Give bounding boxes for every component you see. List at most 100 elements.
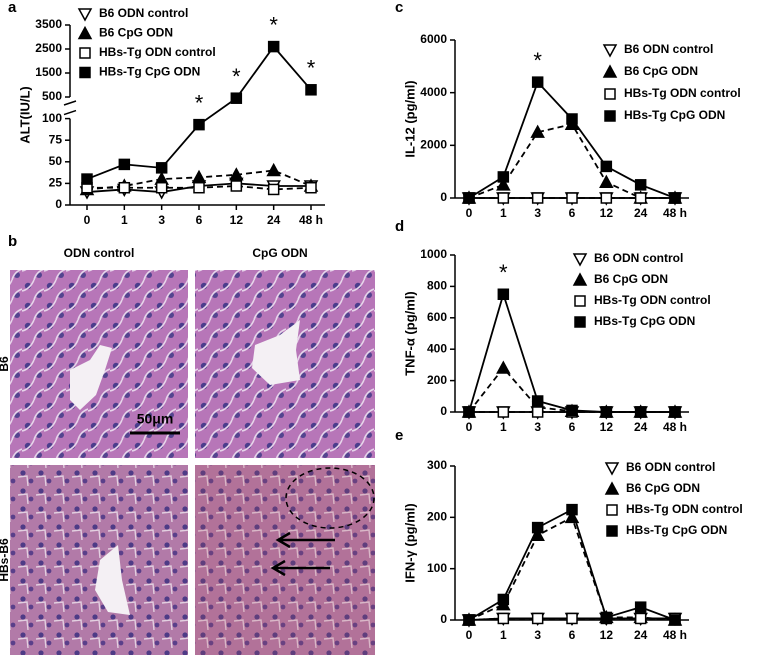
x-tick-label: 12	[600, 628, 614, 642]
legend-marker	[604, 110, 616, 122]
y-tick-label: 75	[49, 132, 63, 146]
legend-label: B6 CpG ODN	[626, 481, 700, 495]
legend-marker	[604, 462, 620, 476]
data-point	[267, 183, 280, 196]
legend-label: B6 ODN control	[99, 6, 188, 20]
data-point	[463, 614, 475, 626]
y-tick-label: 25	[49, 176, 63, 190]
infiltrate-circle	[285, 467, 375, 529]
panel-label: b	[8, 233, 17, 250]
data-point	[497, 171, 510, 183]
y-axis-label: IFN-γ (pg/ml)	[402, 503, 417, 582]
x-tick-label: 6	[196, 213, 203, 227]
data-point	[530, 527, 545, 542]
arrow	[275, 531, 335, 549]
x-tick-label: 24	[634, 420, 648, 434]
legend-label: B6 ODN control	[594, 251, 683, 265]
legend-marker	[606, 525, 618, 537]
panel-label: c	[395, 0, 403, 16]
data-point	[669, 406, 681, 418]
legend-label: HBs-Tg ODN control	[594, 293, 711, 307]
x-tick-label: 6	[569, 420, 576, 434]
legend-label: B6 CpG ODN	[594, 272, 668, 286]
data-point	[566, 192, 578, 204]
vessel	[70, 345, 112, 410]
y-axis-label: ALT(IU/L)	[17, 86, 32, 144]
data-point	[118, 158, 131, 171]
data-point	[191, 169, 207, 184]
data-point	[566, 404, 578, 417]
data-point	[81, 173, 93, 185]
data-point	[267, 40, 280, 53]
y-tick-label: 6000	[420, 32, 447, 46]
legend-marker	[77, 25, 93, 40]
y-tick-label: 200	[427, 510, 447, 524]
data-point	[599, 174, 614, 188]
x-tick-label: 0	[466, 206, 473, 220]
axis-break	[63, 100, 77, 116]
legend-label: HBs-Tg CpG ODN	[624, 108, 725, 122]
panel-label: e	[395, 427, 403, 444]
column-label: CpG ODN	[252, 246, 307, 260]
significance-mark: *	[195, 90, 204, 115]
y-tick-label: 50	[49, 154, 63, 168]
data-point	[531, 76, 544, 88]
histology: 50μm b ODN control CpG ODN B6 HBs-B6	[0, 233, 375, 655]
legend-marker	[574, 316, 586, 328]
y-tick-label: 100	[42, 111, 62, 125]
data-point	[531, 406, 544, 418]
x-tick-label: 3	[534, 206, 541, 220]
y-tick-label: 200	[427, 373, 447, 387]
y-axis-label: IL-12 (pg/ml)	[402, 80, 417, 157]
data-point	[600, 192, 613, 204]
data-point	[229, 167, 244, 181]
data-point	[531, 192, 544, 204]
y-tick-label: 0	[440, 190, 447, 204]
data-point	[496, 360, 511, 374]
panel-label: d	[395, 218, 404, 235]
legend-marker	[574, 295, 586, 307]
tint	[195, 465, 375, 655]
y-axis-label: TNF-α (pg/ml)	[402, 291, 417, 376]
x-tick-label: 12	[600, 420, 614, 434]
legend-label: HBs-Tg ODN control	[626, 502, 743, 516]
x-tick-label: 3	[534, 420, 541, 434]
data-point	[118, 181, 131, 194]
legend-marker	[604, 481, 620, 495]
data-point	[634, 601, 647, 613]
y-tick-label: 2000	[420, 138, 447, 152]
significance-mark: *	[269, 12, 278, 37]
data-point	[564, 509, 580, 524]
data-point	[496, 177, 511, 191]
data-point	[305, 84, 317, 96]
data-point	[531, 612, 544, 625]
data-point	[497, 192, 510, 204]
x-tick-label: 48 h	[299, 213, 323, 227]
data-point	[230, 180, 243, 192]
data-point	[497, 406, 510, 418]
row-label: HBs-B6	[0, 538, 11, 582]
y-tick-label: 100	[427, 561, 447, 575]
data-point	[193, 118, 205, 131]
significance-mark: *	[499, 260, 508, 285]
data-point	[155, 162, 168, 174]
y-tick-label: 0	[55, 197, 62, 211]
data-point	[463, 192, 475, 204]
x-tick-label: 12	[230, 213, 244, 227]
x-tick-label: 24	[267, 213, 281, 227]
x-tick-label: 6	[569, 628, 576, 642]
column-label: ODN control	[64, 246, 135, 260]
data-point	[566, 503, 578, 516]
legend-label: B6 ODN control	[626, 460, 715, 474]
y-tick-label: 300	[427, 458, 447, 472]
data-point	[634, 612, 647, 625]
legend-label: HBs-Tg CpG ODN	[594, 314, 695, 328]
x-tick-label: 1	[500, 628, 507, 642]
data-point	[600, 406, 613, 418]
data-point	[463, 406, 475, 418]
scale-label: 50μm	[137, 411, 174, 427]
x-tick-label: 0	[84, 213, 91, 227]
data-point	[669, 614, 681, 626]
legend-marker	[572, 272, 588, 286]
data-point	[497, 593, 510, 606]
